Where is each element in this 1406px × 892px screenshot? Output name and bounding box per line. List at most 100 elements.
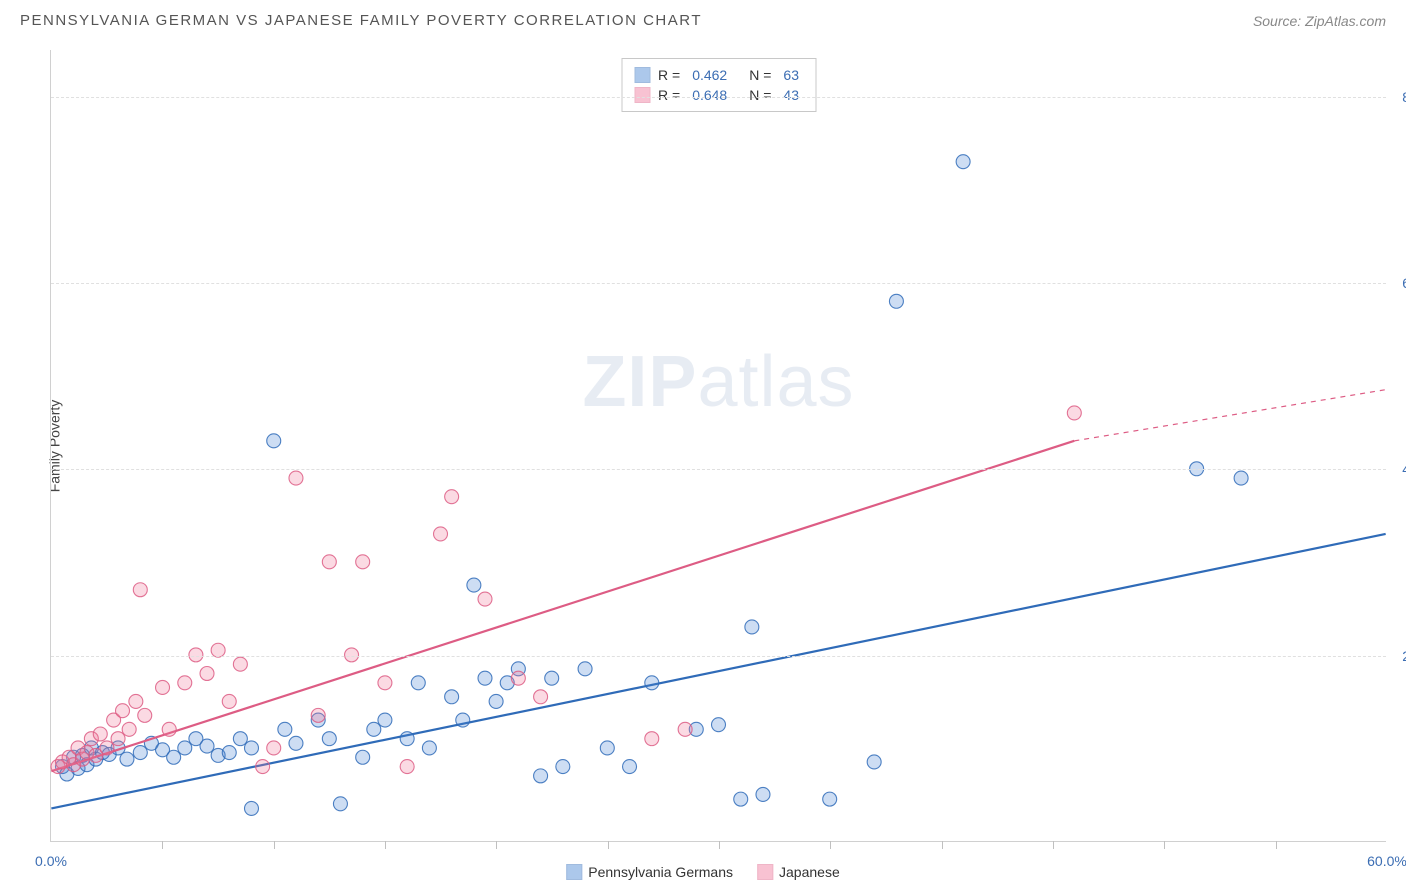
data-point	[267, 434, 281, 448]
legend-swatch	[634, 87, 650, 103]
data-point	[356, 555, 370, 569]
data-point	[578, 662, 592, 676]
legend-n-label: N =	[749, 67, 771, 83]
data-point	[556, 760, 570, 774]
data-point	[200, 739, 214, 753]
gridline	[51, 656, 1386, 657]
data-point	[178, 741, 192, 755]
x-tick	[496, 841, 497, 849]
data-point	[111, 732, 125, 746]
data-point	[133, 746, 147, 760]
plot-svg	[51, 50, 1386, 841]
legend-r-label: R =	[658, 87, 680, 103]
data-point	[93, 727, 107, 741]
legend-bottom-item: Pennsylvania Germans	[566, 864, 733, 880]
data-point	[545, 671, 559, 685]
data-point	[311, 708, 325, 722]
data-point	[162, 722, 176, 736]
data-point	[756, 787, 770, 801]
data-point	[712, 718, 726, 732]
data-point	[244, 741, 258, 755]
data-point	[645, 732, 659, 746]
legend-row: R = 0.648 N = 43	[634, 85, 803, 105]
data-point	[411, 676, 425, 690]
x-tick-label: 60.0%	[1367, 853, 1406, 869]
data-point	[267, 741, 281, 755]
data-point	[745, 620, 759, 634]
data-point	[600, 741, 614, 755]
x-tick-label: 0.0%	[35, 853, 67, 869]
legend-bottom-item: Japanese	[757, 864, 840, 880]
data-point	[956, 155, 970, 169]
x-tick	[830, 841, 831, 849]
source-label: Source: ZipAtlas.com	[1253, 13, 1386, 29]
data-point	[333, 797, 347, 811]
data-point	[222, 694, 236, 708]
data-point	[1234, 471, 1248, 485]
legend-series-name: Pennsylvania Germans	[588, 864, 733, 880]
y-tick-label: 20.0%	[1402, 648, 1406, 664]
y-tick-label: 60.0%	[1402, 275, 1406, 291]
data-point	[356, 750, 370, 764]
data-point	[422, 741, 436, 755]
data-point	[233, 732, 247, 746]
y-tick-label: 80.0%	[1402, 89, 1406, 105]
gridline	[51, 97, 1386, 98]
chart-title: PENNSYLVANIA GERMAN VS JAPANESE FAMILY P…	[20, 12, 702, 29]
data-point	[178, 676, 192, 690]
data-point	[233, 657, 247, 671]
x-tick	[162, 841, 163, 849]
legend-swatch	[757, 864, 773, 880]
legend-swatch	[634, 67, 650, 83]
data-point	[478, 671, 492, 685]
data-point	[734, 792, 748, 806]
data-point	[244, 801, 258, 815]
data-point	[489, 694, 503, 708]
data-point	[445, 490, 459, 504]
data-point	[200, 667, 214, 681]
legend-n-label: N =	[749, 87, 771, 103]
data-point	[445, 690, 459, 704]
data-point	[623, 760, 637, 774]
data-point	[1067, 406, 1081, 420]
x-tick	[274, 841, 275, 849]
legend-n-value: 43	[783, 87, 799, 103]
chart-plot-area: ZIPatlas R =0.462N =63R =0.648N =43 20.0…	[50, 50, 1386, 842]
data-point	[256, 760, 270, 774]
data-point	[867, 755, 881, 769]
regression-extrapolation	[1074, 390, 1385, 441]
data-point	[467, 578, 481, 592]
legend-bottom: Pennsylvania Germans Japanese	[566, 864, 839, 880]
legend-series-name: Japanese	[779, 864, 840, 880]
legend-r-value: 0.648	[692, 87, 727, 103]
x-tick	[942, 841, 943, 849]
data-point	[400, 732, 414, 746]
data-point	[278, 722, 292, 736]
legend-correlation-box: R = 0.462 N = 63 R = 0.648 N = 43	[621, 58, 816, 112]
data-point	[456, 713, 470, 727]
data-point	[322, 555, 336, 569]
legend-r-label: R =	[658, 67, 680, 83]
data-point	[289, 471, 303, 485]
data-point	[138, 708, 152, 722]
gridline	[51, 469, 1386, 470]
data-point	[156, 680, 170, 694]
data-point	[133, 583, 147, 597]
legend-swatch	[566, 864, 582, 880]
data-point	[367, 722, 381, 736]
data-point	[129, 694, 143, 708]
data-point	[120, 752, 134, 766]
data-point	[645, 676, 659, 690]
data-point	[511, 671, 525, 685]
legend-r-value: 0.462	[692, 67, 727, 83]
regression-line	[51, 534, 1385, 809]
data-point	[434, 527, 448, 541]
data-point	[678, 722, 692, 736]
data-point	[322, 732, 336, 746]
data-point	[400, 760, 414, 774]
data-point	[478, 592, 492, 606]
x-tick	[608, 841, 609, 849]
data-point	[378, 676, 392, 690]
legend-n-value: 63	[783, 67, 799, 83]
x-tick	[1276, 841, 1277, 849]
